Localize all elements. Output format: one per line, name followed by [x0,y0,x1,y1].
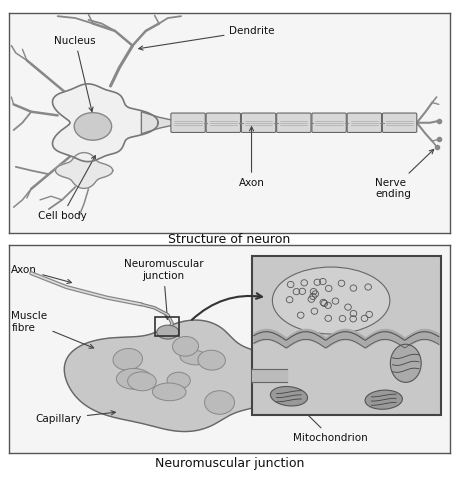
Text: Axon: Axon [239,127,264,188]
FancyBboxPatch shape [277,113,311,132]
Ellipse shape [270,386,308,406]
Ellipse shape [113,349,142,370]
Ellipse shape [128,372,156,391]
Text: Mitochondrion: Mitochondrion [292,399,368,442]
Polygon shape [141,112,172,134]
Ellipse shape [117,368,151,389]
Text: Nucleus: Nucleus [55,36,96,112]
FancyBboxPatch shape [171,113,205,132]
Polygon shape [52,84,158,162]
Text: Dendrite: Dendrite [139,26,275,50]
Ellipse shape [157,325,179,339]
Bar [252,256,441,415]
Text: Muscle
fibre: Muscle fibre [11,311,94,348]
Text: Structure of neuron: Structure of neuron [168,233,291,246]
Ellipse shape [74,113,112,140]
Ellipse shape [390,344,421,382]
Text: Neuromuscular
junction: Neuromuscular junction [123,260,203,320]
Text: Cell body: Cell body [38,156,95,221]
Polygon shape [56,153,113,188]
Ellipse shape [198,350,225,370]
Bar [155,317,179,336]
FancyBboxPatch shape [382,113,417,132]
Text: Capillary: Capillary [36,411,115,424]
Polygon shape [64,320,302,431]
FancyBboxPatch shape [206,113,241,132]
FancyBboxPatch shape [241,113,276,132]
Ellipse shape [152,383,186,401]
Ellipse shape [272,267,390,334]
FancyBboxPatch shape [312,113,346,132]
Text: Neuromuscular junction: Neuromuscular junction [155,457,304,470]
FancyBboxPatch shape [347,113,381,132]
Ellipse shape [365,390,403,409]
Ellipse shape [180,350,208,365]
Text: Nerve
ending: Nerve ending [375,149,434,199]
Text: Axon: Axon [11,265,72,284]
Ellipse shape [173,337,198,356]
Ellipse shape [205,391,235,414]
Ellipse shape [167,372,190,389]
